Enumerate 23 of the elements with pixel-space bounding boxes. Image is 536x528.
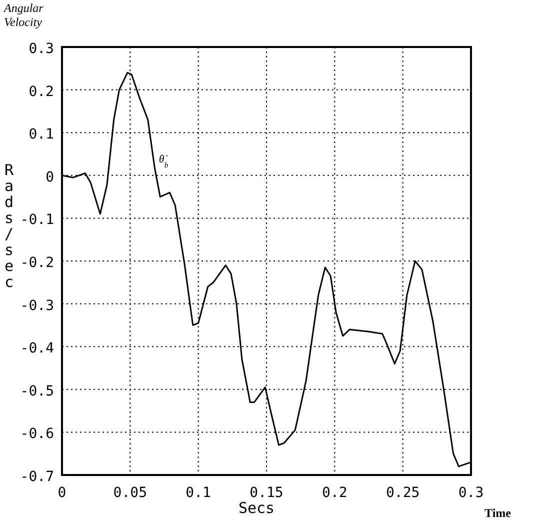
- y-tick-label: -0.4: [20, 340, 54, 357]
- y-tick-label: -0.1: [20, 212, 54, 228]
- y-tick-label: -0.6: [20, 426, 54, 442]
- y-axis-title: Rads/sec: [4, 161, 14, 291]
- y-tick-label: 0.1: [28, 126, 54, 143]
- y-tick-label: -0.2: [20, 255, 54, 271]
- x-tick-label: 0.1: [186, 485, 211, 501]
- y-tick-label: -0.3: [20, 298, 54, 314]
- x-tick-label: 0: [58, 485, 66, 501]
- x-tick-label: 0.05: [113, 485, 148, 501]
- annotation: θ̇$_{b}$: [158, 154, 168, 170]
- x-tick-label: 0.3: [458, 485, 484, 501]
- y-tick-label: 0.3: [28, 41, 54, 57]
- y-tick-label: 0: [46, 169, 54, 186]
- x-tick-label: 0.15: [250, 485, 284, 501]
- text: Time: [484, 506, 512, 520]
- y-tick-label: 0.2: [28, 84, 54, 100]
- x-axis-title: Secs: [238, 499, 275, 517]
- chart-title: Angular Velocity: [3, 1, 44, 29]
- x-tick-label: 0.25: [386, 485, 420, 501]
- y-tick-label: -0.7: [20, 469, 54, 485]
- y-tick-label: -0.5: [20, 383, 54, 400]
- x-tick-label: 0.2: [322, 485, 348, 501]
